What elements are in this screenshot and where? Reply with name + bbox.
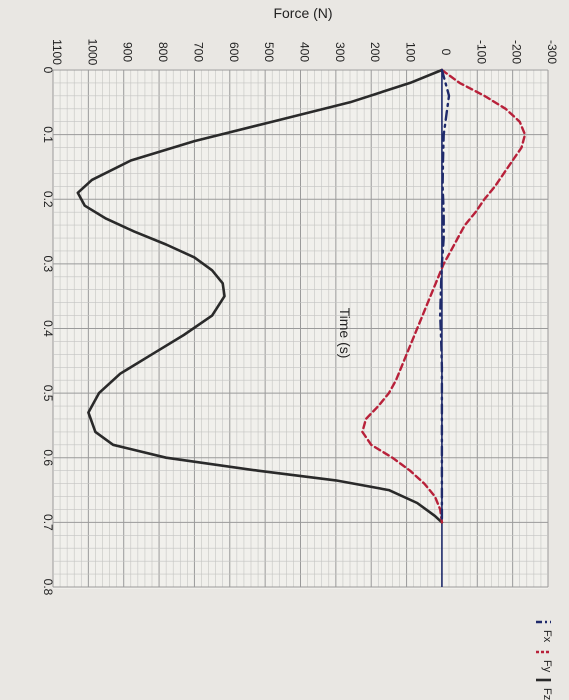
- y-tick-label: 600: [227, 42, 241, 62]
- x-tick-label: 0.3: [41, 256, 55, 273]
- series-line-fz: [76, 68, 444, 524]
- y-tick-label: 200: [368, 42, 382, 62]
- y-tick-label: 800: [156, 42, 170, 62]
- x-tick-label: 0.1: [41, 126, 55, 143]
- y-tick-label: -100: [474, 40, 488, 64]
- y-tick-label: 400: [298, 42, 312, 62]
- grid: [52, 69, 549, 588]
- series-group: [76, 68, 527, 524]
- legend-label-fz: Fz: [541, 688, 553, 700]
- y-tick-label: 100: [404, 42, 418, 62]
- x-tick-label: 0: [41, 67, 55, 74]
- y-tick-label: 300: [333, 42, 347, 62]
- x-tick-label: 0.4: [41, 320, 55, 337]
- y-tick-label: 1100: [50, 39, 64, 65]
- y-tick-label: 0: [439, 49, 453, 56]
- x-axis-title: Time (s): [337, 308, 353, 359]
- x-tick-label: 0.7: [41, 514, 55, 531]
- legend: Fx Fy Fz: [536, 620, 553, 700]
- x-tick-label: 0.8: [41, 579, 55, 596]
- legend-label-fx: Fx: [541, 630, 553, 643]
- x-tick-label: 0.6: [41, 449, 55, 466]
- y-tick-label: 700: [191, 42, 205, 62]
- y-tick-label: 900: [121, 42, 135, 62]
- y-axis-title: Force (N): [273, 5, 332, 21]
- y-tick-label: -200: [510, 40, 524, 64]
- x-tick-label: 0.5: [41, 385, 55, 402]
- tick-labels: -300 -200 -100 0 100 200 300 400 500 600 700 800 900…: [41, 39, 559, 596]
- y-tick-label: -300: [545, 40, 559, 64]
- y-tick-label: 500: [262, 42, 276, 62]
- x-tick-label: 0.2: [41, 191, 55, 208]
- y-tick-label: 1000: [85, 39, 99, 66]
- series-line-fx: [439, 68, 451, 524]
- legend-label-fy: Fy: [541, 660, 553, 673]
- series-line-fy: [361, 68, 527, 524]
